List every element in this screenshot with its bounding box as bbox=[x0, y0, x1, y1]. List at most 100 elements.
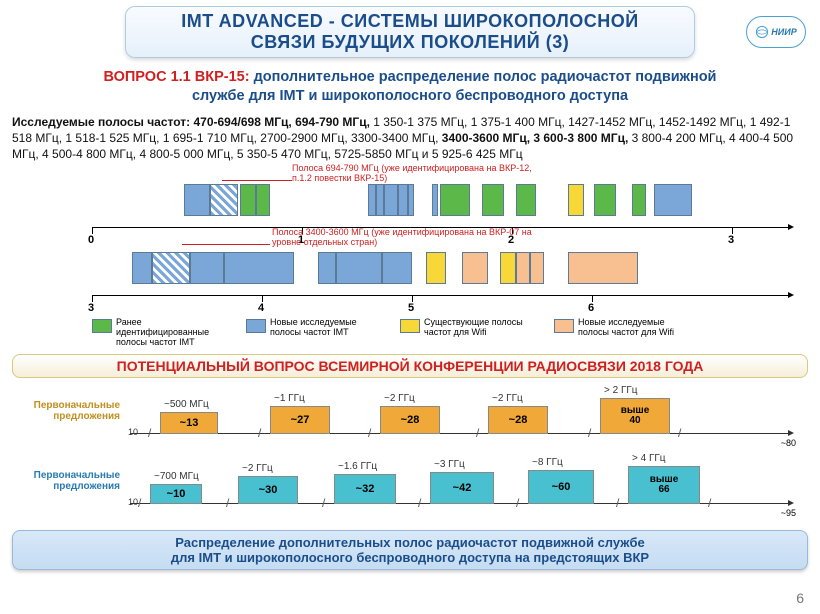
bc-top-label: ~3 ГГц bbox=[434, 459, 465, 470]
bc-end-1: ~80 bbox=[781, 438, 796, 448]
bc-block: ~42 bbox=[430, 472, 494, 504]
bc-top-label: > 4 ГГц bbox=[632, 453, 666, 464]
footer-l1: Распределение дополнительных полос радио… bbox=[17, 535, 803, 550]
tick: 4 bbox=[262, 296, 263, 302]
bc-top-label: ~500 МГц bbox=[164, 399, 209, 410]
spectrum-block bbox=[152, 252, 190, 284]
legend-text: Ранее идентифицированные полосы частот I… bbox=[116, 318, 232, 348]
bc-block: ~32 bbox=[334, 474, 396, 504]
spectrum-block bbox=[568, 252, 638, 284]
legend-swatch bbox=[246, 319, 266, 333]
title-line1: IMT ADVANCED - СИСТЕМЫ ШИРОКОПОЛОСНОЙ bbox=[134, 11, 686, 32]
bc-top-label: ~700 МГц bbox=[154, 471, 199, 482]
spectrum-row-1: 0123 bbox=[92, 184, 788, 216]
logo-badge: НИИР bbox=[746, 16, 806, 48]
bc-block: ~28 bbox=[380, 406, 440, 434]
spectrum-block bbox=[240, 184, 256, 216]
bands-text: Исследуемые полосы частот: 470-694/698 М… bbox=[12, 114, 808, 163]
spectrum-block bbox=[384, 184, 398, 216]
arrow-1 bbox=[222, 180, 292, 181]
tick: 6 bbox=[592, 296, 593, 302]
logo-text: НИИР bbox=[771, 27, 796, 37]
spectrum-block bbox=[408, 184, 414, 216]
bc-top-label: ~8 ГГц bbox=[532, 457, 563, 468]
bottom-chart: Первоначальные предложения 10 ~80 /~500 … bbox=[20, 384, 808, 524]
bc-block: ~27 bbox=[270, 406, 330, 434]
row1-label: Первоначальные предложения bbox=[20, 400, 120, 422]
bc-block: выше66 bbox=[628, 466, 700, 504]
spectrum-block bbox=[632, 184, 646, 216]
tick: 3 bbox=[92, 296, 93, 302]
bc-tick-2: 10 bbox=[128, 497, 138, 507]
note-row1: Полоса 694-790 МГц (уже идентифицирована… bbox=[292, 164, 532, 184]
spectrum-block bbox=[318, 252, 336, 284]
legend-text: Существующие полосы частот для Wifi bbox=[424, 318, 540, 338]
spectrum-block bbox=[462, 252, 488, 284]
legend-swatch bbox=[92, 319, 112, 333]
question-red: ВОПРОС 1.1 ВКР-15: bbox=[104, 69, 250, 85]
tick: 5 bbox=[412, 296, 413, 302]
legend-item: Существующие полосы частот для Wifi bbox=[400, 318, 540, 348]
bc-top-label: ~2 ГГц bbox=[492, 393, 523, 404]
bc-block: ~13 bbox=[160, 412, 218, 434]
spectrum-block bbox=[256, 184, 270, 216]
spectrum-block bbox=[432, 184, 438, 216]
tick: 0 bbox=[92, 228, 93, 234]
bc-top-label: ~2 ГГц bbox=[242, 463, 273, 474]
spectrum-block bbox=[654, 184, 692, 216]
spectrum-row-2: 3456 bbox=[92, 252, 788, 284]
bottom-row-2: 10 ~95 /~700 МГц~10/~2 ГГц~30/~1.6 ГГц~3… bbox=[130, 460, 788, 504]
spectrum-block bbox=[184, 184, 210, 216]
tick: 3 bbox=[732, 228, 733, 234]
spectrum-diagram: Полоса 694-790 МГц (уже идентифицирована… bbox=[12, 166, 808, 316]
spectrum-block bbox=[210, 184, 238, 216]
legend-item: Новые исследуемые полосы частот для Wifi bbox=[554, 318, 694, 348]
spectrum-block bbox=[482, 184, 504, 216]
axis-row2 bbox=[92, 295, 788, 296]
legend: Ранее идентифицированные полосы частот I… bbox=[92, 318, 808, 348]
footer-box: Распределение дополнительных полос радио… bbox=[12, 530, 808, 570]
spectrum-block bbox=[190, 252, 224, 284]
legend-text: Новые исследуемые полосы частот IMT bbox=[270, 318, 386, 338]
spectrum-block bbox=[516, 252, 530, 284]
question-b1: дополнительное распределение полос радио… bbox=[250, 69, 717, 85]
spectrum-block bbox=[594, 184, 616, 216]
spectrum-block bbox=[368, 184, 376, 216]
bc-block: ~30 bbox=[238, 476, 298, 504]
bc-tick-1: 10 bbox=[128, 427, 138, 437]
footer-l2: для IMT и широкополосного беспроводного … bbox=[17, 550, 803, 565]
bc-top-label: ~1 ГГц bbox=[274, 393, 305, 404]
spectrum-block bbox=[568, 184, 584, 216]
spectrum-block bbox=[336, 252, 382, 284]
bands-prefix: Исследуемые полосы частот: bbox=[12, 115, 193, 129]
spectrum-block bbox=[500, 252, 516, 284]
bc-top-label: > 2 ГГц bbox=[604, 385, 638, 396]
spectrum-block bbox=[516, 184, 536, 216]
bc-end-2: ~95 bbox=[781, 508, 796, 518]
bottom-row-1: 10 ~80 /~500 МГц~13/~1 ГГц~27/~2 ГГц~28/… bbox=[130, 390, 788, 434]
bc-top-label: ~2 ГГц bbox=[384, 393, 415, 404]
section2-title: ПОТЕНЦИАЛЬНЫЙ ВОПРОС ВСЕМИРНОЙ КОНФЕРЕНЦ… bbox=[12, 354, 808, 378]
spectrum-block bbox=[426, 252, 446, 284]
spectrum-block bbox=[382, 252, 412, 284]
legend-swatch bbox=[400, 319, 420, 333]
bc-top-label: ~1.6 ГГц bbox=[338, 461, 377, 472]
spectrum-block bbox=[224, 252, 294, 284]
bc-block: выше40 bbox=[600, 398, 670, 434]
spectrum-block bbox=[132, 252, 152, 284]
title-box: IMT ADVANCED - СИСТЕМЫ ШИРОКОПОЛОСНОЙ СВ… bbox=[125, 6, 695, 58]
row2-label: Первоначальные предложения bbox=[20, 470, 120, 492]
bc-axis-1 bbox=[130, 433, 788, 434]
page-number: 6 bbox=[796, 590, 804, 606]
spectrum-block bbox=[440, 184, 470, 216]
legend-swatch bbox=[554, 319, 574, 333]
legend-item: Новые исследуемые полосы частот IMT bbox=[246, 318, 386, 348]
question-b2: службе для IMT и широкополосного беспров… bbox=[192, 88, 628, 104]
note-row2: Полоса 3400-3600 МГц (уже идентифицирова… bbox=[272, 228, 532, 248]
legend-item: Ранее идентифицированные полосы частот I… bbox=[92, 318, 232, 348]
spectrum-block bbox=[398, 184, 408, 216]
bc-block: ~60 bbox=[528, 470, 594, 504]
title-line2: СВЯЗИ БУДУЩИХ ПОКОЛЕНИЙ (3) bbox=[134, 32, 686, 53]
bc-block: ~10 bbox=[150, 484, 202, 504]
question-heading: ВОПРОС 1.1 ВКР-15: дополнительное распре… bbox=[12, 68, 808, 106]
